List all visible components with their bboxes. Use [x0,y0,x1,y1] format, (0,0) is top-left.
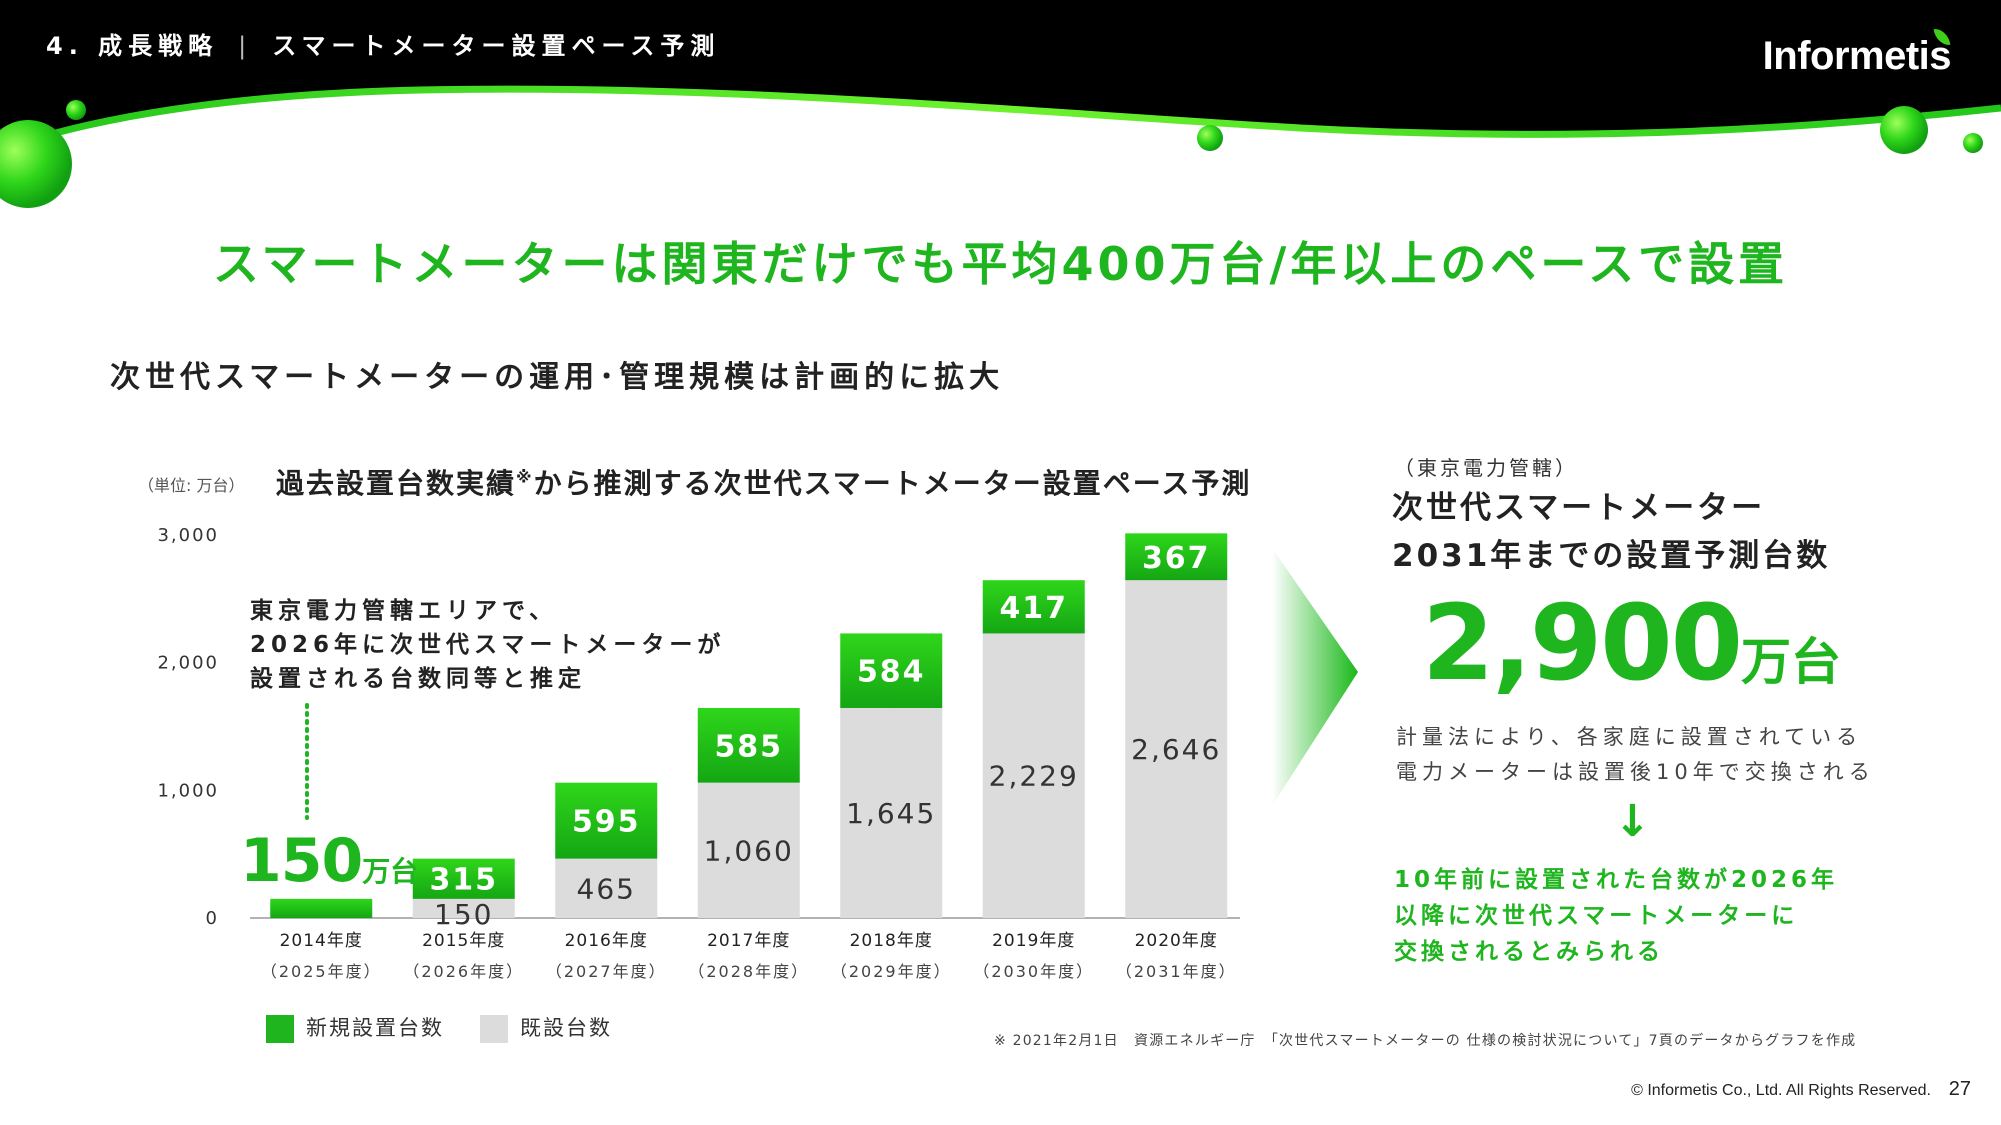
chart-title-main: 過去設置台数実績 [276,467,517,500]
bar-new-label: 367 [1142,541,1211,576]
bar-existing [1125,580,1228,918]
x-tick-label: 2019年度 [992,931,1075,951]
x-subtick-label: （2029年度） [831,962,952,981]
decor-ball-right [1880,106,1928,154]
area-label: （東京電力管轄） [1394,456,1578,480]
forecast-title: 次世代スマートメーター 2031年までの設置予測台数 [1392,484,1830,580]
subheading: 次世代スマートメーターの運用･管理規模は計画的に拡大 [110,360,1005,395]
legend-label: 既設台数 [520,1016,612,1040]
unit-label: （単位: 万台） [138,476,245,495]
x-tick-label: 2020年度 [1135,931,1218,951]
bar-new [270,898,373,918]
annotation-number: 150 [240,826,363,896]
bar-new-label: 417 [999,591,1068,626]
decor-dot [66,100,86,120]
copyright: © Informetis Co., Ltd. All Rights Reserv… [1631,1082,1931,1099]
bar-existing [555,858,658,918]
bar-new-label: 585 [714,729,783,764]
legend-swatch-existing [480,1015,508,1043]
logo-text: Informetis [1762,34,1952,78]
x-tick-label: 2014年度 [280,931,363,951]
bar-existing [982,633,1085,918]
bar-existing-label: 465 [577,872,636,905]
bar-existing [697,782,800,918]
annotation-value: 150万台 [240,826,418,896]
chart-title-mark: ※ [516,467,534,487]
x-tick-label: 2017年度 [707,931,790,951]
bar-new-label: 584 [857,655,926,690]
note-line: 計量法により、各家庭に設置されている [1396,725,1863,749]
bar-new [840,633,943,708]
decor-dot [1963,133,1983,153]
down-arrow-icon: ↓ [1614,796,1651,847]
footnote: ※ 2021年2月1日 資源エネルギー庁 「次世代スマートメーターの 仕様の検討… [994,1033,1857,1049]
annotation-line: 2026年に次世代スマートメーターが [250,632,726,658]
x-subtick-label: （2030年度） [973,962,1094,981]
legend-item-new: 新規設置台数 [266,1012,444,1043]
chart-title: 過去設置台数実績※から推測する次世代スマートメーター設置ペース予測 [276,462,1251,502]
forecast-number: 2,900 [1422,582,1743,704]
bar-new-label: 595 [572,805,641,840]
forecast-conclusion: 10年前に設置された台数が2026年 以降に次世代スマートメーターに 交換される… [1394,862,1838,970]
decor-ball-left [0,120,72,208]
bar-new [982,580,1085,634]
bar-new [1125,533,1228,581]
forecast-unit: 万台 [1740,633,1841,691]
annotation-unit: 万台 [362,855,419,888]
forecast-value: 2,900万台 [1422,582,1841,704]
bar-existing-label: 1,060 [704,834,794,867]
chart-title-suffix: から推測する次世代スマートメーター設置ペース予測 [533,467,1252,500]
chart-annotation: 東京電力管轄エリアで、 2026年に次世代スマートメーターが 設置される台数同等… [250,594,725,696]
page-title: スマートメーター設置ペース予測 [272,32,721,60]
conclusion-line: 10年前に設置された台数が2026年 [1394,867,1839,893]
legend-item-existing: 既設台数 [480,1012,612,1043]
x-tick-label: 2016年度 [565,931,648,951]
x-subtick-label: （2027年度） [546,962,667,981]
x-tick-label: 2018年度 [850,931,933,951]
forecast-title-line: 次世代スマートメーター [1392,490,1766,526]
forecast-note: 計量法により、各家庭に設置されている 電力メーターは設置後10年で交換される [1396,720,1875,790]
bar-existing-label: 150 [434,898,493,931]
forecast-title-line: 2031年までの設置予測台数 [1392,538,1831,574]
annotation-line: 設置される台数同等と推定 [250,666,586,692]
bar-new [555,782,658,859]
y-tick-label: 1,000 [157,780,219,801]
x-tick-label: 2015年度 [422,931,505,951]
header-band [0,0,2001,208]
bar-existing-label: 2,229 [989,760,1079,793]
bar-existing-label: 1,645 [846,797,936,830]
x-subtick-label: （2031年度） [1116,962,1237,981]
informetis-logo: Informetis [1762,34,1952,79]
annotation-line: 東京電力管轄エリアで、 [250,598,558,624]
header-title: 4. 成長戦略 | スマートメーター設置ペース予測 [46,26,720,61]
page-number: 27 [1948,1078,1971,1100]
bar-new [697,707,800,783]
legend-label: 新規設置台数 [306,1016,444,1040]
right-arrow-icon [1272,548,1358,806]
headline: スマートメーターは関東だけでも平均400万台/年以上のペースで設置 [212,237,1789,291]
x-subtick-label: （2028年度） [688,962,809,981]
bar-existing [840,707,943,918]
decor-dot [1197,125,1223,151]
y-tick-label: 0 [206,908,219,929]
x-subtick-label: （2026年度） [403,962,524,981]
header-separator: | [238,32,253,60]
bar-existing [412,898,515,918]
note-line: 電力メーターは設置後10年で交換される [1396,760,1875,784]
legend-swatch-new [266,1015,294,1043]
conclusion-line: 交換されるとみられる [1394,939,1664,965]
conclusion-line: 以降に次世代スマートメーターに [1394,903,1799,929]
bar-existing-label: 2,646 [1131,733,1221,766]
bar-new-label: 315 [429,863,498,898]
bar-new [412,858,515,899]
y-tick-label: 2,000 [157,653,219,674]
x-subtick-label: （2025年度） [261,962,382,981]
y-tick-label: 3,000 [157,525,219,546]
section-label: 4. 成長戦略 [46,32,219,60]
